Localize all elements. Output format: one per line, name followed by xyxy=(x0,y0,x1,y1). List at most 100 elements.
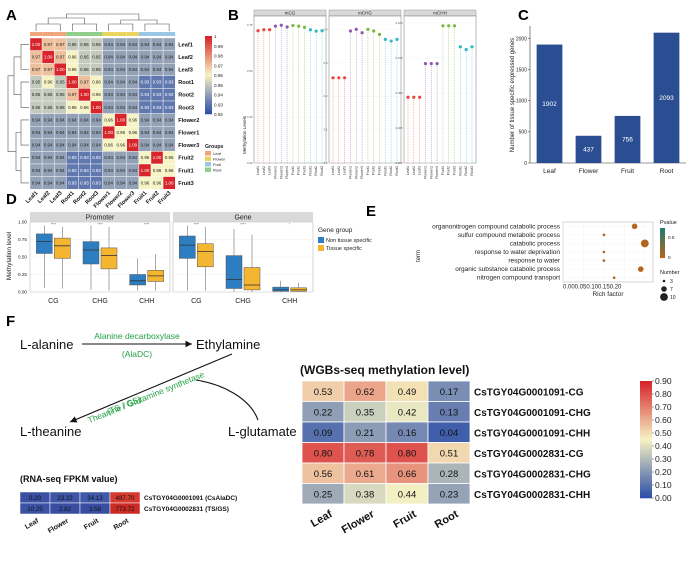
x-tick-label: Flower2 xyxy=(429,166,433,179)
row-label: Flower1 xyxy=(178,131,199,137)
methylation-value: 0.80 xyxy=(314,448,333,459)
data-point xyxy=(464,48,468,52)
cell-value: 1.00 xyxy=(104,130,113,135)
cell-value: 0.94 xyxy=(153,143,162,148)
methylation-value: 0.22 xyxy=(314,407,333,418)
x-tick-label: Flower2 xyxy=(354,166,358,179)
methylation-value: 0.09 xyxy=(314,428,333,439)
row-label: Leaf2 xyxy=(178,55,193,61)
cell-value: 0.93 xyxy=(92,168,101,173)
cell-value: 1.00 xyxy=(153,155,162,160)
colorbar-segment xyxy=(205,51,212,54)
data-point xyxy=(406,95,410,99)
cell-value: 0.97 xyxy=(44,67,53,72)
data-point xyxy=(354,27,358,31)
tissue-label: Fruit xyxy=(83,517,101,531)
colorbar-segment xyxy=(640,469,652,473)
colorbar-segment xyxy=(640,430,652,433)
bar-value-label: 756 xyxy=(622,136,633,143)
rnaseq-title: (RNA-seq FPKM value) xyxy=(20,474,118,484)
y-tick-label: 0.1 xyxy=(324,128,328,132)
column-label: Leaf2 xyxy=(37,190,52,205)
colorbar-segment xyxy=(205,53,212,56)
y-tick-label: 0.4 xyxy=(324,27,328,31)
x-tick-label: Flower3 xyxy=(285,166,289,179)
column-group-bar xyxy=(114,32,127,36)
cell-value: 0.97 xyxy=(44,42,53,47)
cell-value: 0.96 xyxy=(80,105,89,110)
data-point xyxy=(441,24,445,28)
column-group-bar xyxy=(151,32,164,36)
pvalue-gradient xyxy=(660,250,665,253)
enrichment-dot xyxy=(602,250,606,254)
legend-size-dot xyxy=(660,293,668,301)
cell-value: 0.94 xyxy=(32,130,41,135)
data-point xyxy=(447,24,451,28)
cell-value: 0.94 xyxy=(153,54,162,59)
data-point xyxy=(302,25,307,29)
cell-value: 0.97 xyxy=(32,67,41,72)
cell-value: 0.97 xyxy=(80,80,89,85)
cell-value: 0.95 xyxy=(68,42,77,47)
data-point xyxy=(372,29,376,33)
colorbar-segment xyxy=(205,82,212,86)
data-point xyxy=(366,27,370,31)
pvalue-gradient xyxy=(660,229,665,232)
bar-value-label: 437 xyxy=(583,146,594,153)
data-point xyxy=(343,76,347,80)
gene-label: CsTGY04G0001091 (CsAlaDC) xyxy=(144,495,237,502)
cell-value: 0.94 xyxy=(116,80,125,85)
x-tick-label: Leaf2 xyxy=(262,166,266,175)
cell-value: 0.94 xyxy=(116,67,125,72)
cell-value: 0.95 xyxy=(32,92,41,97)
methylation-value: 0.66 xyxy=(398,469,417,480)
colorbar-segment xyxy=(640,481,652,485)
colorbar-segment xyxy=(640,434,652,438)
colorbar-tick: 0.20 xyxy=(655,467,672,477)
panel-a-heatmap: 1.00 0.97 0.97 0.95 0.95 0.95 0.94 0.94 0.94 0.94… xyxy=(7,13,226,210)
pathway-node: L-alanine xyxy=(20,337,74,352)
column-group-bar xyxy=(163,32,176,36)
methylation-value: 0.51 xyxy=(440,448,459,459)
cell-value: 0.94 xyxy=(104,42,113,47)
data-point xyxy=(395,37,399,41)
data-point xyxy=(308,28,312,32)
colorbar-segment xyxy=(640,418,652,422)
legend-swatch xyxy=(205,151,211,156)
data-point xyxy=(389,39,393,43)
colorbar-segment xyxy=(640,479,652,482)
cell-value: 0.94 xyxy=(165,42,174,47)
cell-value: 0.95 xyxy=(32,105,41,110)
y-tick-label: 0.0 xyxy=(324,161,328,165)
cell-value: 1.00 xyxy=(116,117,125,122)
row-label: Flower3 xyxy=(178,143,199,149)
fpkm-value: 2.82 xyxy=(59,506,72,513)
legend-tick: 0 xyxy=(668,255,671,260)
cell-value: 0.97 xyxy=(56,42,65,47)
data-point xyxy=(331,76,335,80)
cell-value: 0.94 xyxy=(141,143,150,148)
pvalue-gradient xyxy=(660,234,665,236)
colorbar-segment xyxy=(205,94,212,97)
y-tick-label: 1000 xyxy=(516,99,527,105)
cell-value: 0.93 xyxy=(153,105,162,110)
dendrogram-branch xyxy=(13,56,21,95)
pvalue-gradient xyxy=(660,243,665,245)
x-tick-label: CHG xyxy=(92,298,108,305)
methylation-cell xyxy=(427,483,471,505)
colorbar-tick: 0.94 xyxy=(214,93,223,98)
cell-value: 0.94 xyxy=(153,130,162,135)
row-label: CsTGY04G0002831-CHH xyxy=(474,490,590,501)
row-label: Flower2 xyxy=(178,118,199,124)
colorbar-segment xyxy=(640,460,652,464)
cell-value: 0.94 xyxy=(153,42,162,47)
cell-value: 0.94 xyxy=(165,54,174,59)
cell-value: 0.95 xyxy=(44,92,53,97)
colorbar-segment xyxy=(640,439,652,443)
box xyxy=(82,241,100,265)
y-tick-label: 0.75 xyxy=(18,237,27,242)
legend-title: Groups xyxy=(205,144,224,150)
x-tick-label: Fruit xyxy=(621,168,634,175)
cell-value: 0.94 xyxy=(129,92,138,97)
